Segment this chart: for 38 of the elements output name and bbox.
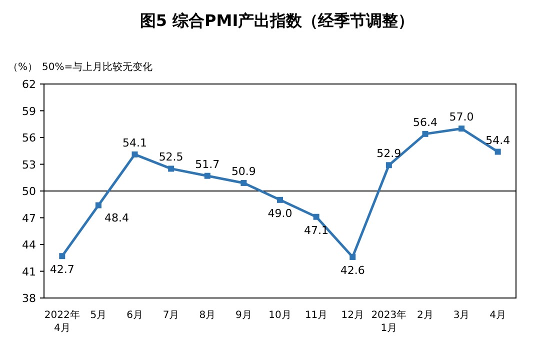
data-label: 42.7 bbox=[50, 263, 74, 276]
y-tick-label: 38 bbox=[22, 292, 36, 305]
x-tick-label: 2023年 1月 bbox=[371, 309, 407, 334]
y-tick-label: 44 bbox=[22, 238, 36, 252]
data-label: 49.0 bbox=[268, 206, 292, 220]
y-tick-label: 53 bbox=[22, 158, 36, 172]
x-tick-label: 7月 bbox=[162, 310, 180, 321]
y-axis-title: （%） bbox=[8, 62, 38, 73]
x-tick-label: 12月 bbox=[341, 310, 364, 321]
y-tick-label: 41 bbox=[22, 265, 36, 278]
data-label: 57.0 bbox=[449, 110, 474, 124]
x-tick-label: 8月 bbox=[199, 310, 216, 321]
data-label: 54.4 bbox=[486, 134, 510, 147]
data-label: 56.4 bbox=[412, 116, 438, 129]
x-tick-label: 5月 bbox=[90, 310, 107, 321]
data-label: 50.9 bbox=[231, 164, 256, 178]
y-tick-label: 50 bbox=[22, 185, 36, 198]
x-tick-label: 2022年 4月 bbox=[44, 309, 80, 334]
x-tick-label: 6月 bbox=[126, 310, 143, 321]
x-tick-label: 3月 bbox=[453, 310, 470, 321]
data-label: 51.7 bbox=[195, 158, 220, 171]
x-tick-label: 4月 bbox=[490, 310, 506, 321]
data-label: 52.9 bbox=[376, 147, 402, 160]
chart-title: 图5 综合PMI产出指数（经季节调整） bbox=[140, 11, 414, 30]
data-label: 42.6 bbox=[340, 264, 365, 277]
y-tick-label: 62 bbox=[22, 78, 36, 91]
y-tick-label: 56 bbox=[22, 132, 36, 144]
x-tick-label: 10月 bbox=[268, 310, 292, 321]
data-label: 52.5 bbox=[158, 150, 184, 164]
y-tick-label: 47 bbox=[22, 212, 36, 225]
y-tick-label: 59 bbox=[22, 104, 36, 118]
data-label: 54.1 bbox=[122, 136, 148, 150]
data-label: 47.1 bbox=[304, 224, 329, 237]
x-tick-label: 9月 bbox=[236, 310, 252, 321]
data-label: 48.4 bbox=[104, 211, 129, 224]
text: 50%=与上月比较无变化 bbox=[42, 61, 153, 73]
x-tick-label: 2月 bbox=[417, 310, 434, 321]
x-tick-label: 11月 bbox=[304, 310, 328, 321]
